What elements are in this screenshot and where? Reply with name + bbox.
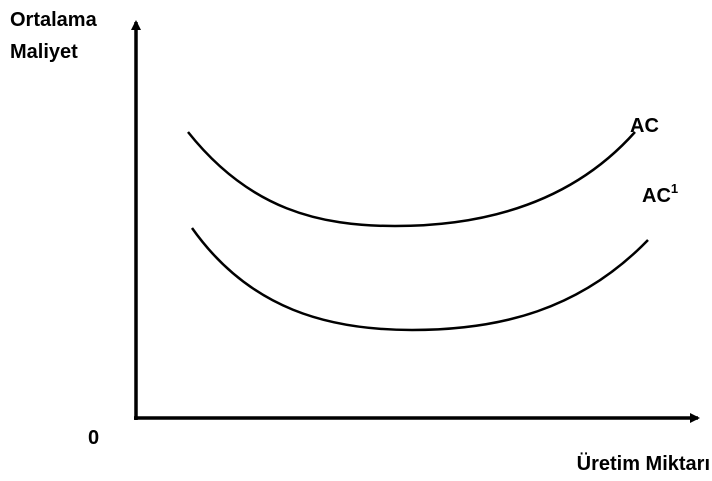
origin-label: 0: [88, 427, 99, 449]
x-axis-label: Üretim Miktarı: [577, 452, 710, 475]
curve-label: AC1: [642, 181, 678, 207]
y-axis-label: Maliyet: [10, 41, 78, 63]
curve-label-main: AC: [642, 185, 671, 207]
ac1-curve: [190, 227, 649, 332]
curve-label: AC: [630, 115, 659, 137]
ac-curve: [187, 131, 636, 228]
curve-label-superscript: 1: [671, 181, 678, 196]
y-axis-label: Ortalama: [10, 9, 98, 31]
